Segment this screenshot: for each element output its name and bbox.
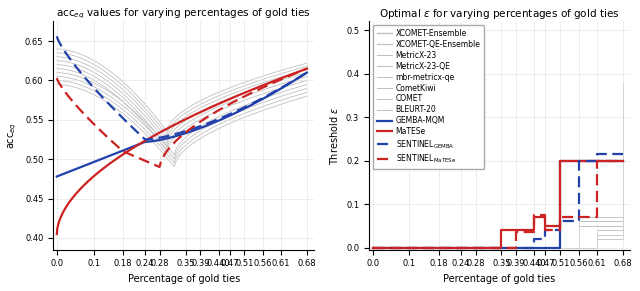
X-axis label: Percentage of gold ties: Percentage of gold ties	[127, 274, 240, 284]
Y-axis label: acc$_{eq}$: acc$_{eq}$	[7, 122, 19, 149]
Title: Optimal $\epsilon$ for varying percentages of gold ties: Optimal $\epsilon$ for varying percentag…	[380, 7, 620, 21]
Legend: XCOMET-Ensemble, XCOMET-QE-Ensemble, MetricX-23, MetricX-23-QE, mbr-metricx-qe, : XCOMET-Ensemble, XCOMET-QE-Ensemble, Met…	[372, 25, 484, 169]
Y-axis label: Threshold $\epsilon$: Threshold $\epsilon$	[328, 107, 340, 165]
X-axis label: Percentage of gold ties: Percentage of gold ties	[444, 274, 556, 284]
Title: acc$_{eq}$ values for varying percentages of gold ties: acc$_{eq}$ values for varying percentage…	[56, 7, 311, 21]
